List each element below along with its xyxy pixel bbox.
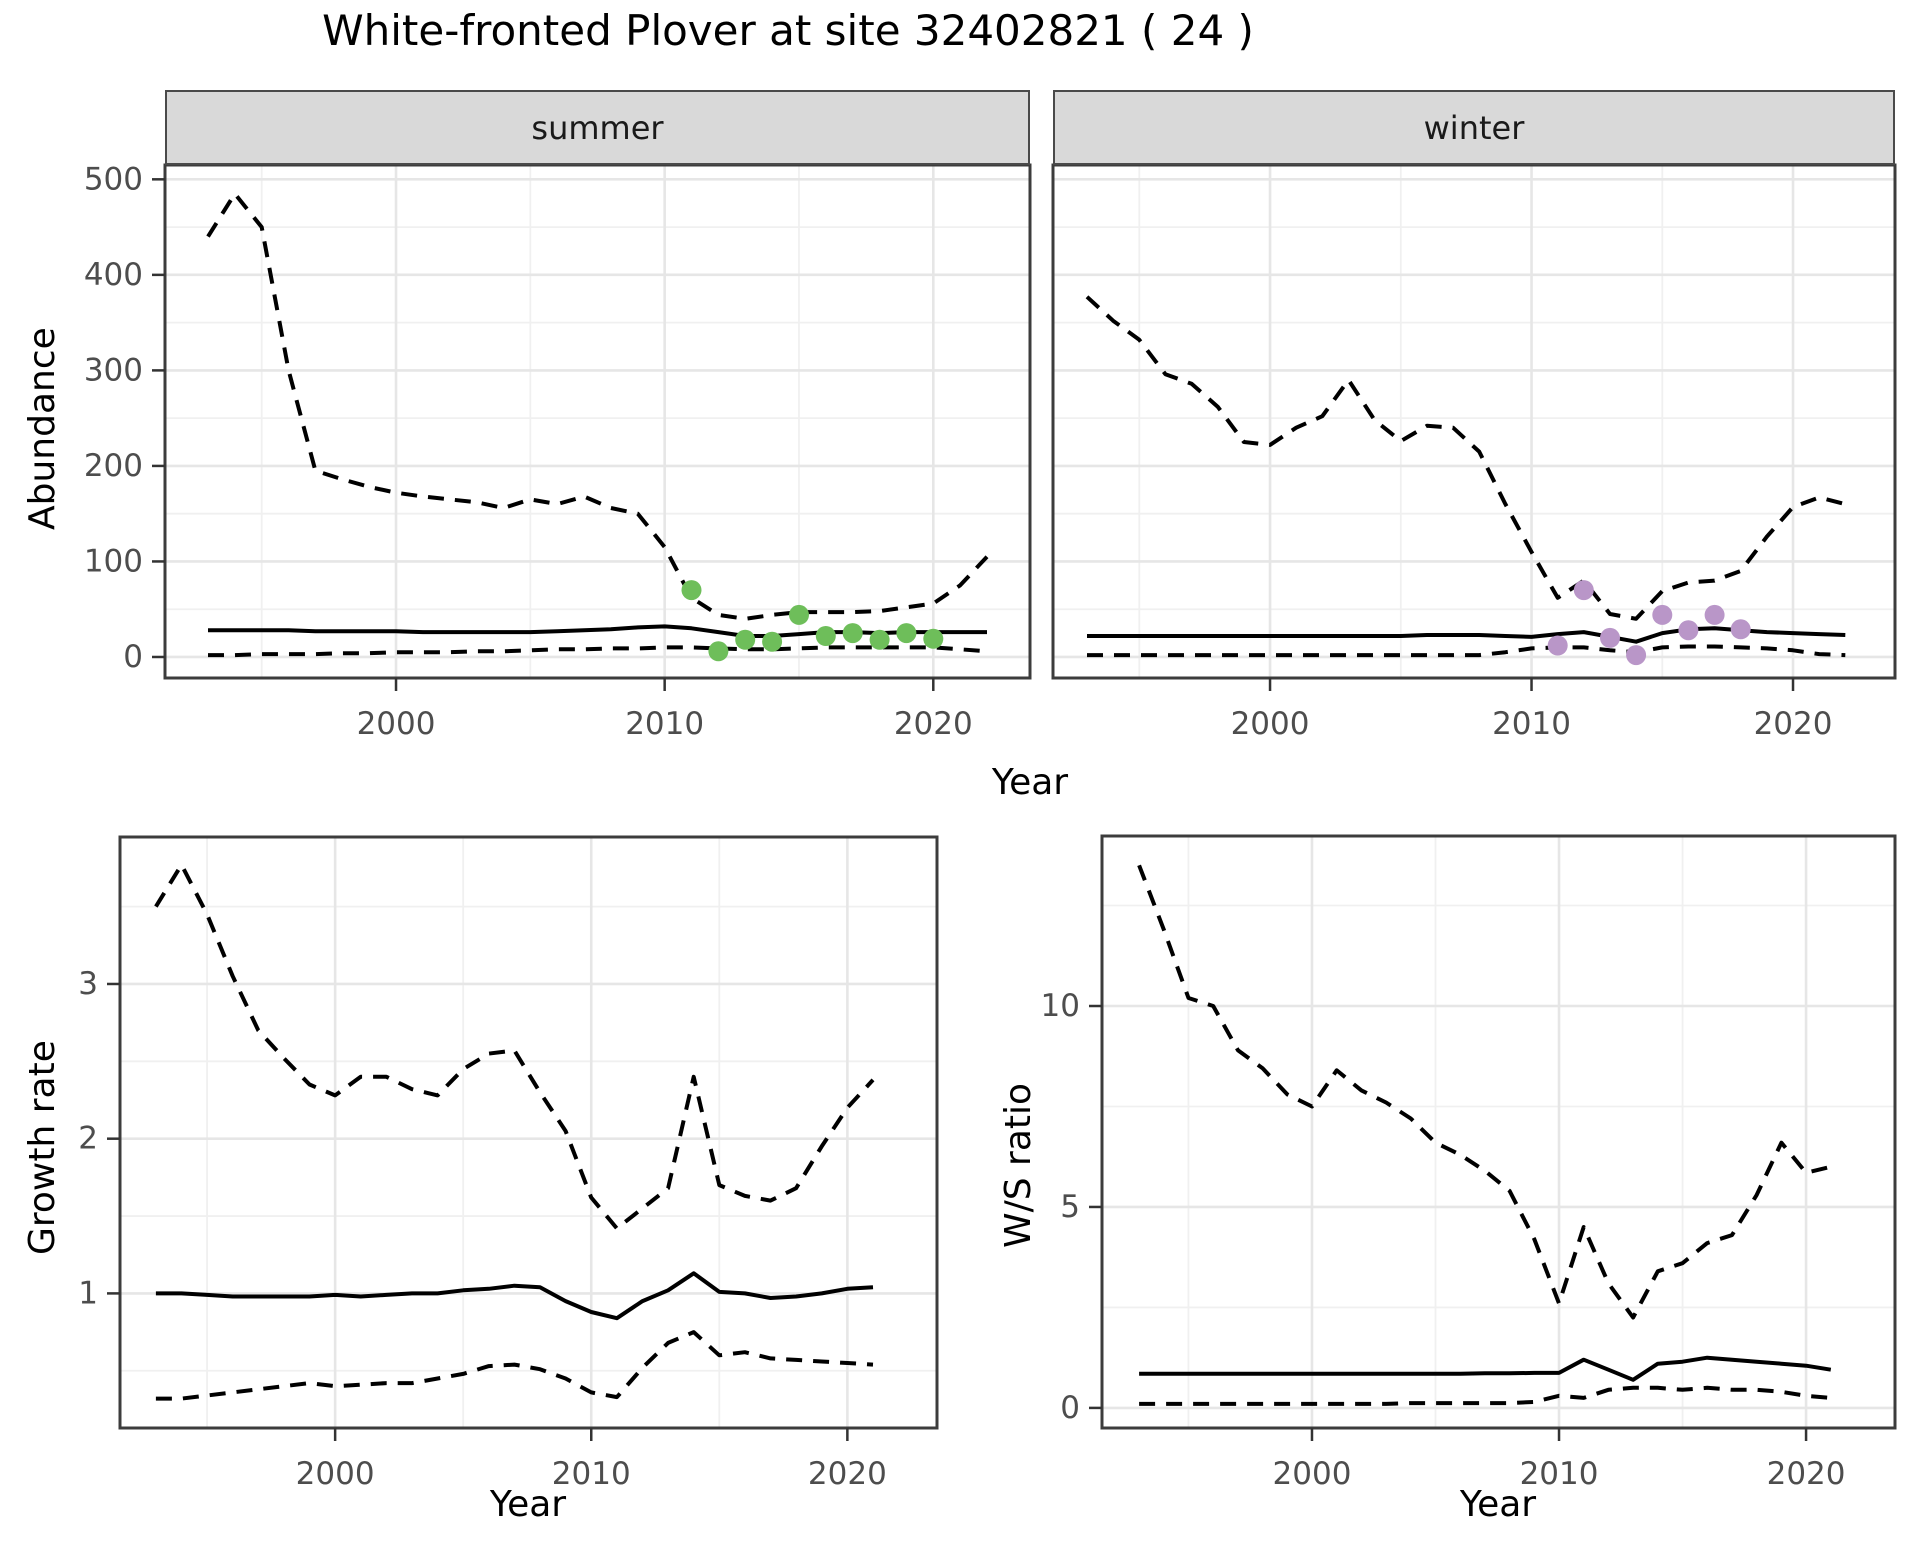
x-tick-label: 2020	[894, 706, 973, 742]
panel-border	[118, 835, 939, 1430]
series-lower-95ci	[1139, 1385, 1831, 1406]
y-tick-label: 5	[1060, 1189, 1080, 1225]
observed-point	[1626, 645, 1647, 666]
x-tick-label: 2010	[1520, 1456, 1599, 1492]
x-axis-title-year-top: Year	[991, 762, 1069, 803]
observed-point	[735, 629, 756, 650]
gridlines	[120, 837, 937, 1428]
panel-background	[1102, 836, 1895, 1428]
y-tick-label: 0	[1060, 1390, 1080, 1426]
y-axis-title-growth-rate: Growth rate	[22, 1040, 63, 1255]
series-lower-95ci	[155, 1330, 874, 1401]
panel-growth-rate: 2000 2010 2020 1 2 3	[78, 835, 939, 1492]
series-lower-95ci	[208, 645, 988, 658]
observed-point	[1547, 635, 1568, 656]
observed-point	[923, 628, 944, 649]
x-tick-label: 2000	[296, 1456, 375, 1492]
y-axis-title-ws-ratio: W/S ratio	[998, 1082, 1039, 1248]
observed-point	[789, 604, 809, 625]
axis-ticks: 2000 2010 2020 0 5 10	[1041, 988, 1846, 1492]
axis-ticks: 2000 2010 2020	[1231, 678, 1833, 742]
panel-abundance-winter: 2000 2010 2020	[1051, 163, 1897, 742]
gridlines	[1053, 165, 1895, 678]
y-tick-label: 0	[123, 639, 143, 675]
panel-ws-ratio: 2000 2010 2020 0 5 10	[1041, 834, 1897, 1492]
panel-background	[1053, 165, 1895, 678]
panel-border	[1100, 834, 1897, 1430]
series-median	[1139, 1355, 1832, 1382]
y-axis-title-abundance: Abundance	[22, 327, 63, 530]
x-tick-label: 2020	[1767, 1456, 1846, 1492]
x-axis-title-year-bottom-right: Year	[1459, 1484, 1537, 1525]
observed-point	[869, 629, 890, 650]
observed-point	[1704, 604, 1725, 625]
observed-point	[762, 631, 783, 652]
axis-ticks: 2000 2010 2020 0 100 200 300 400 500	[84, 161, 973, 742]
observed-point	[681, 580, 702, 601]
x-axis-title-year-bottom-left: Year	[489, 1484, 567, 1525]
gridlines	[1102, 836, 1895, 1428]
plot-title: White-fronted Plover at site 32402821 ( …	[322, 6, 1254, 55]
y-tick-label: 400	[84, 257, 143, 293]
x-tick-label: 2000	[357, 706, 436, 742]
panel-background	[120, 837, 937, 1428]
panel-background	[165, 165, 1030, 678]
y-tick-label: 500	[84, 161, 143, 197]
observed-point	[896, 623, 917, 644]
x-tick-label: 2020	[1754, 706, 1833, 742]
y-tick-label: 3	[78, 966, 98, 1002]
observed-point	[842, 623, 863, 644]
x-tick-label: 2010	[1492, 706, 1571, 742]
x-tick-label: 2000	[1231, 706, 1310, 742]
observed-point	[1573, 580, 1594, 601]
facet-label-winter: winter	[1423, 108, 1525, 147]
y-tick-label: 2	[78, 1121, 98, 1157]
panel-border	[1051, 163, 1897, 680]
gridlines	[165, 165, 1030, 678]
observed-point	[1730, 619, 1751, 640]
series-upper-95ci	[206, 191, 989, 621]
facet-strip-winter: winter	[1053, 90, 1895, 165]
series-median	[155, 1271, 874, 1321]
panel-border	[163, 163, 1032, 680]
observed-counts-summer	[681, 580, 944, 662]
series-lower-95ci	[1087, 644, 1846, 658]
series-upper-95ci	[154, 862, 875, 1231]
y-tick-label: 300	[84, 352, 143, 388]
facet-label-summer: summer	[531, 108, 664, 147]
y-tick-label: 200	[84, 448, 143, 484]
series-median	[1087, 626, 1846, 644]
observed-point	[708, 641, 729, 662]
observed-point	[815, 626, 836, 646]
observed-point	[1678, 620, 1699, 641]
x-tick-label: 2010	[625, 706, 704, 742]
x-tick-label: 2020	[808, 1456, 887, 1492]
x-tick-label: 2000	[1273, 1456, 1352, 1492]
observed-point	[1652, 604, 1673, 625]
observed-counts-winter	[1547, 580, 1751, 666]
x-tick-label: 2010	[552, 1456, 631, 1492]
panel-abundance-summer: 2000 2010 2020 0 100 200 300 400 500	[84, 161, 1032, 742]
y-tick-label: 1	[78, 1275, 98, 1311]
series-upper-95ci	[1085, 295, 1846, 621]
axis-ticks: 2000 2010 2020 1 2 3	[78, 966, 887, 1492]
y-tick-label: 10	[1041, 988, 1080, 1024]
y-tick-label: 100	[84, 543, 143, 579]
facet-strip-summer: summer	[165, 90, 1030, 165]
observed-point	[1600, 627, 1620, 648]
